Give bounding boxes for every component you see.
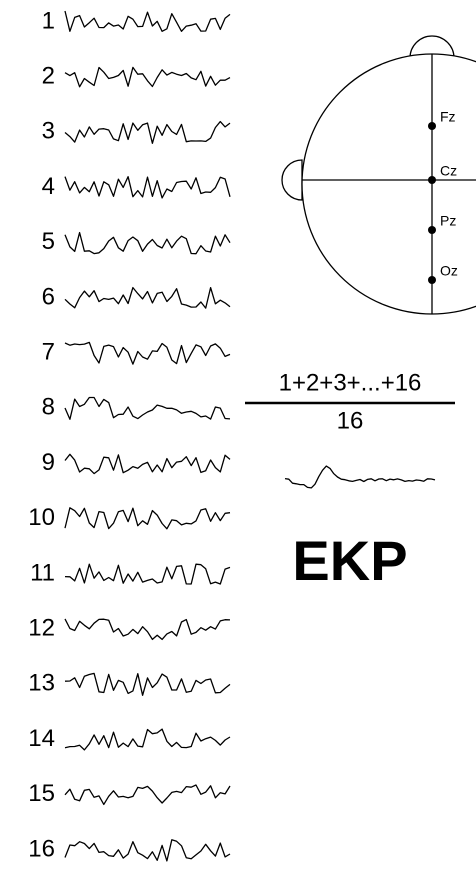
trial-number: 5 [42,228,55,255]
electrode-label: Cz [440,163,457,179]
trial-number: 2 [42,63,55,90]
diagram: 1+2+3+...+16 16 EKP 12345678910111213141… [0,0,476,874]
trial-waveform [65,840,230,861]
electrode [428,276,436,284]
ear [282,160,302,200]
trial-waveform [65,233,230,254]
electrode-label: Oz [440,263,458,279]
trial-waveform [65,342,230,364]
trial-waveform [65,177,230,198]
trial-number: 14 [28,725,55,752]
electrode-label: Pz [440,213,456,229]
denominator: 16 [337,407,364,434]
trial-waveform [65,67,230,86]
page: {"trials": ["1","2","3","4","5","6","7",… [0,0,476,874]
electrode [428,226,436,234]
trial-waveform [65,288,230,309]
trial-number: 9 [42,449,55,476]
trial-waveform [65,454,230,473]
trial-number: 16 [28,835,55,862]
trial-waveform [65,619,230,640]
trial-number: 3 [42,118,55,145]
trial-number: 1 [42,7,55,34]
trial-number: 4 [42,173,55,200]
electrode [428,122,436,130]
trial-waveform [65,673,230,695]
trial-waveform [65,508,230,529]
numerator: 1+2+3+...+16 [279,369,422,396]
electrode-label: Fz [440,109,456,125]
trial-waveform [65,11,230,31]
trial-number: 11 [30,559,55,586]
trial-waveform [65,398,230,420]
trial-waveform [65,785,230,804]
trial-number: 13 [28,670,55,697]
trial-number: 7 [42,339,55,366]
trial-waveform [65,564,230,584]
trial-number: 15 [28,780,55,807]
trial-waveform [65,729,230,750]
erp-label: EKP [292,529,407,592]
trial-number: 6 [42,283,55,310]
electrode [428,176,436,184]
trial-waveform [65,122,230,144]
trial-number: 10 [28,504,55,531]
average-waveform [285,466,435,488]
trial-number: 12 [28,615,55,642]
trial-number: 8 [42,394,55,421]
